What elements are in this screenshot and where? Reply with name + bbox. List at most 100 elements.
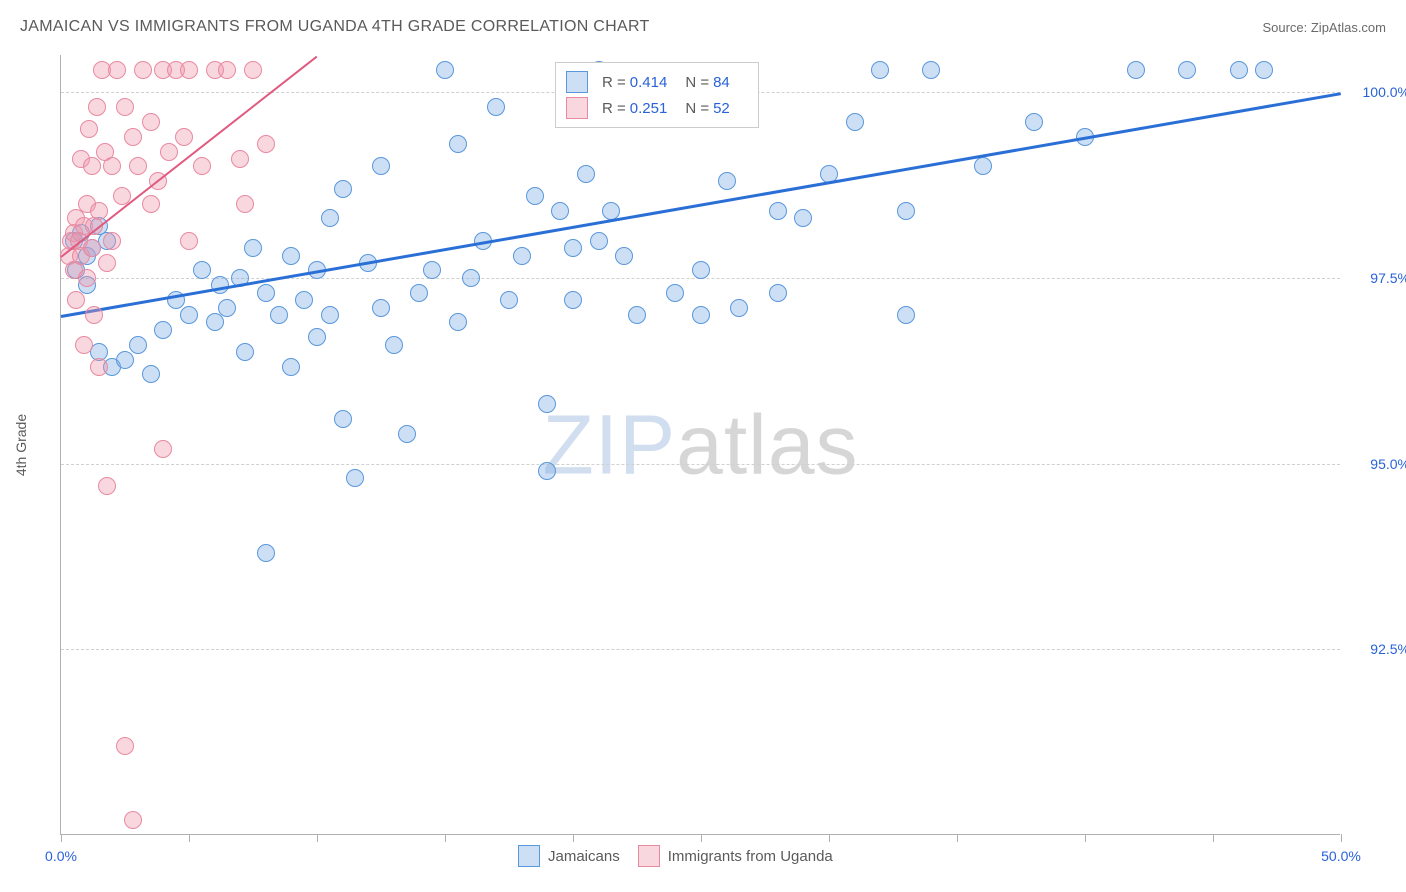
scatter-point (244, 61, 262, 79)
legend-swatch (566, 97, 588, 119)
legend-series-label: Jamaicans (548, 848, 620, 865)
scatter-point (436, 61, 454, 79)
scatter-point (116, 351, 134, 369)
gridline (61, 464, 1340, 465)
scatter-point (142, 113, 160, 131)
scatter-point (103, 157, 121, 175)
scatter-point (334, 180, 352, 198)
scatter-point (180, 61, 198, 79)
scatter-point (449, 313, 467, 331)
scatter-point (67, 291, 85, 309)
scatter-point (974, 157, 992, 175)
scatter-point (551, 202, 569, 220)
scatter-point (218, 299, 236, 317)
scatter-point (270, 306, 288, 324)
scatter-point (124, 811, 142, 829)
y-axis-title: 4th Grade (13, 413, 29, 475)
scatter-point (108, 61, 126, 79)
scatter-point (564, 291, 582, 309)
scatter-point (372, 157, 390, 175)
scatter-point (282, 358, 300, 376)
legend-stats-row: R =0.251N =52 (566, 95, 748, 121)
scatter-point (236, 195, 254, 213)
x-tick (1341, 834, 1342, 842)
scatter-point (718, 172, 736, 190)
scatter-point (730, 299, 748, 317)
scatter-point (922, 61, 940, 79)
legend-swatch (566, 71, 588, 93)
gridline (61, 649, 1340, 650)
scatter-point (80, 120, 98, 138)
y-tick-label: 92.5% (1370, 641, 1406, 657)
scatter-point (90, 202, 108, 220)
n-value: 52 (713, 100, 730, 117)
scatter-point (372, 299, 390, 317)
scatter-point (321, 306, 339, 324)
x-tick-label: 0.0% (45, 848, 77, 864)
legend-stats-row: R =0.414N =84 (566, 69, 748, 95)
scatter-point (180, 306, 198, 324)
scatter-point (129, 157, 147, 175)
scatter-point (897, 306, 915, 324)
scatter-point (206, 313, 224, 331)
n-value: 84 (713, 74, 730, 91)
scatter-point (1255, 61, 1273, 79)
scatter-point (449, 135, 467, 153)
scatter-point (75, 336, 93, 354)
chart-container: JAMAICAN VS IMMIGRANTS FROM UGANDA 4TH G… (0, 0, 1406, 892)
scatter-point (1127, 61, 1145, 79)
y-tick-label: 97.5% (1370, 270, 1406, 286)
scatter-point (538, 395, 556, 413)
scatter-point (116, 737, 134, 755)
source-name: ZipAtlas.com (1311, 20, 1386, 35)
x-tick (957, 834, 958, 842)
scatter-point (897, 202, 915, 220)
scatter-point (85, 306, 103, 324)
source-label: Source: (1262, 20, 1310, 35)
scatter-point (193, 261, 211, 279)
scatter-point (769, 202, 787, 220)
scatter-point (78, 269, 96, 287)
r-label: R = (602, 74, 626, 91)
scatter-point (385, 336, 403, 354)
scatter-point (282, 247, 300, 265)
scatter-point (590, 232, 608, 250)
scatter-point (321, 209, 339, 227)
scatter-point (90, 358, 108, 376)
scatter-point (423, 261, 441, 279)
chart-title: JAMAICAN VS IMMIGRANTS FROM UGANDA 4TH G… (20, 18, 650, 36)
x-tick (317, 834, 318, 842)
n-label: N = (685, 100, 709, 117)
watermark: ZIPatlas (542, 396, 858, 493)
scatter-point (346, 469, 364, 487)
scatter-point (398, 425, 416, 443)
scatter-point (154, 440, 172, 458)
legend-stats: R =0.414N =84R =0.251N =52 (555, 62, 759, 128)
scatter-point (83, 239, 101, 257)
scatter-point (666, 284, 684, 302)
scatter-point (124, 128, 142, 146)
x-tick-label: 50.0% (1321, 848, 1361, 864)
scatter-point (231, 150, 249, 168)
scatter-point (615, 247, 633, 265)
x-tick (573, 834, 574, 842)
scatter-point (295, 291, 313, 309)
scatter-point (257, 544, 275, 562)
scatter-point (308, 328, 326, 346)
n-label: N = (685, 74, 709, 91)
x-tick (1213, 834, 1214, 842)
scatter-point (500, 291, 518, 309)
scatter-point (257, 284, 275, 302)
x-tick (701, 834, 702, 842)
watermark-part2: atlas (676, 397, 858, 491)
scatter-point (769, 284, 787, 302)
scatter-point (154, 321, 172, 339)
x-tick (829, 834, 830, 842)
scatter-point (794, 209, 812, 227)
scatter-point (134, 61, 152, 79)
legend-series-label: Immigrants from Uganda (668, 848, 833, 865)
scatter-point (218, 61, 236, 79)
scatter-point (103, 232, 121, 250)
x-tick (445, 834, 446, 842)
scatter-point (142, 365, 160, 383)
